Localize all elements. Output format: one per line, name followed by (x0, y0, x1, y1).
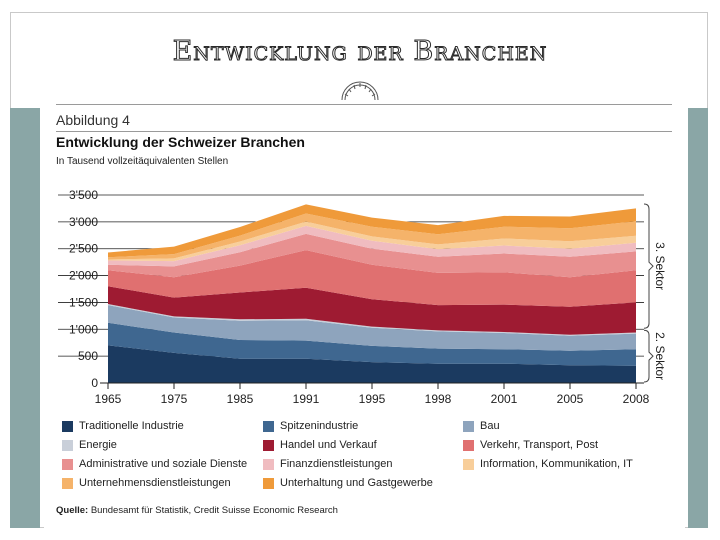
legend-swatch (463, 458, 474, 470)
legend-swatch (62, 477, 73, 489)
legend-label: Unterhaltung und Gastgewerbe (280, 477, 433, 489)
area-series-8 (108, 221, 636, 262)
right-band (688, 108, 708, 528)
legend-label: Administrative und soziale Dienste (79, 458, 248, 470)
legend-item: Bau (463, 420, 500, 432)
y-tick-label: 1'500 (69, 295, 98, 309)
legend-label: Energie (79, 439, 117, 451)
legend-swatch (463, 420, 474, 432)
area-series-6 (108, 233, 636, 278)
legend-item: Traditionelle Industrie (62, 420, 184, 432)
legend-swatch (62, 420, 73, 432)
area-series-9 (108, 213, 636, 260)
legend-item: Verkehr, Transport, Post (463, 439, 598, 451)
source-label: Quelle: (56, 505, 89, 516)
legend-swatch (62, 439, 73, 451)
y-tick-label: 3'000 (69, 215, 98, 229)
legend-item: Information, Kommunikation, IT (463, 458, 633, 470)
legend-swatch (463, 439, 474, 451)
slide-title: Entwicklung der Branchen (172, 36, 548, 68)
legend-swatch (263, 420, 274, 432)
chart-subtitle: In Tausend vollzeitäquivalenten Stellen (56, 156, 229, 167)
legend-label: Finanzdienstleistungen (280, 458, 393, 470)
area-series-7 (108, 225, 636, 267)
legend-label: Spitzenindustrie (280, 420, 359, 432)
legend-item: Administrative und soziale Dienste (62, 458, 247, 470)
y-tick-label: 2'500 (69, 242, 98, 256)
figure-title-rule (56, 131, 672, 132)
x-tick-label: 1991 (293, 392, 320, 406)
legend-label: Bau (480, 420, 500, 432)
legend-swatch (263, 458, 274, 470)
y-tick-label: 500 (78, 349, 98, 363)
x-tick-label: 2001 (491, 392, 518, 406)
area-series-5 (108, 250, 636, 307)
left-band (10, 108, 40, 528)
chart-source: Quelle: Bundesamt für Statistik, Credit … (56, 505, 338, 516)
sector-bracket (643, 329, 654, 383)
legend-swatch (62, 458, 73, 470)
x-tick-label: 2005 (557, 392, 584, 406)
area-series-10 (108, 204, 636, 258)
legend-item: Energie (62, 439, 117, 451)
x-tick-label: 1998 (425, 392, 452, 406)
sector-bracket (643, 203, 654, 329)
x-tick-label: 1965 (95, 392, 122, 406)
legend-label: Traditionelle Industrie (79, 420, 184, 432)
legend-item: Unternehmensdienstleistungen (62, 477, 231, 489)
legend-label: Handel und Verkauf (280, 439, 377, 451)
legend-item: Handel und Verkauf (263, 439, 377, 451)
area-series-1 (108, 322, 636, 366)
legend-label: Verkehr, Transport, Post (480, 439, 599, 451)
y-tick-label: 2'000 (69, 269, 98, 283)
y-tick-label: 3'500 (69, 188, 98, 202)
x-tick-label: 1995 (359, 392, 386, 406)
legend-swatch (263, 439, 274, 451)
sector-label: 2. Sektor (653, 332, 667, 380)
x-tick-label: 1975 (161, 392, 188, 406)
legend-label: Information, Kommunikation, IT (480, 458, 633, 470)
legend-item: Finanzdienstleistungen (263, 458, 393, 470)
legend-swatch (263, 477, 274, 489)
area-series-0 (108, 345, 636, 383)
area-series-2 (108, 305, 636, 351)
legend-item: Spitzenindustrie (263, 420, 358, 432)
y-tick-label: 0 (91, 376, 98, 390)
legend-label: Unternehmensdienstleistungen (79, 477, 231, 489)
area-series-4 (108, 286, 636, 335)
ornament-icon (341, 81, 379, 101)
x-tick-label: 1985 (227, 392, 254, 406)
x-tick-label: 2008 (623, 392, 650, 406)
legend-item: Unterhaltung und Gastgewerbe (263, 477, 433, 489)
figure-top-rule (56, 104, 672, 105)
chart-title: Entwicklung der Schweizer Branchen (56, 134, 305, 150)
sector-label: 3. Sektor (653, 242, 667, 290)
y-tick-label: 1'000 (69, 322, 98, 336)
figure-label: Abbildung 4 (56, 112, 130, 128)
source-text: Bundesamt für Statistik, Credit Suisse E… (90, 505, 338, 516)
